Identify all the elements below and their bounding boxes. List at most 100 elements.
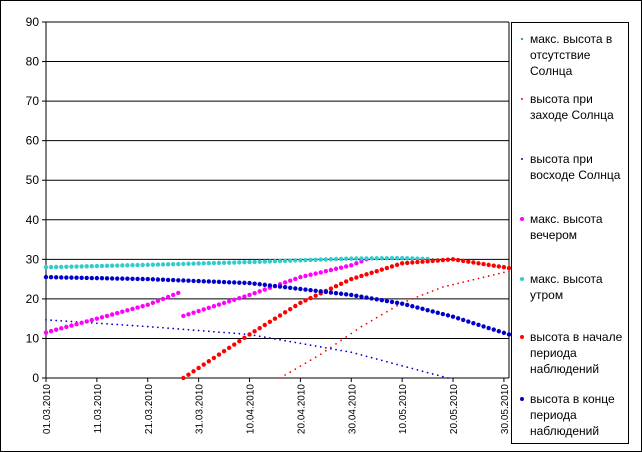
data-point xyxy=(252,259,257,265)
data-point xyxy=(506,332,512,337)
data-point xyxy=(282,280,288,285)
data-point xyxy=(226,299,232,304)
data-point xyxy=(445,257,451,262)
data-point xyxy=(421,370,424,373)
data-point xyxy=(369,256,374,261)
data-point xyxy=(415,256,420,261)
data-point xyxy=(455,316,461,321)
data-point xyxy=(64,264,69,269)
data-point xyxy=(120,309,125,314)
y-tick-label: 50 xyxy=(26,173,40,187)
data-point xyxy=(349,292,354,298)
data-point xyxy=(313,288,318,293)
data-point xyxy=(359,273,364,279)
data-point xyxy=(375,316,378,319)
data-point xyxy=(314,356,317,359)
data-point xyxy=(79,320,84,326)
data-point xyxy=(452,283,454,286)
data-point xyxy=(385,310,388,313)
x-tick-label: 20.05.2010 xyxy=(449,384,460,434)
data-point xyxy=(455,257,461,263)
data-point xyxy=(410,304,415,309)
y-tick-label: 70 xyxy=(26,94,40,108)
data-point xyxy=(411,297,414,300)
data-point xyxy=(176,261,181,267)
data-point xyxy=(53,275,59,280)
data-point xyxy=(197,329,200,332)
data-point xyxy=(243,333,246,335)
data-point xyxy=(299,342,302,345)
data-point xyxy=(405,260,410,266)
data-point xyxy=(379,267,384,272)
data-point xyxy=(289,340,292,343)
data-point xyxy=(211,260,217,266)
data-point xyxy=(109,263,115,268)
data-point xyxy=(309,344,312,347)
data-point xyxy=(450,314,456,319)
data-point xyxy=(242,280,247,286)
data-point xyxy=(486,325,491,331)
data-point xyxy=(394,262,400,268)
data-point xyxy=(345,336,348,338)
data-point xyxy=(135,262,140,268)
gridlines xyxy=(46,21,509,379)
data-point xyxy=(151,326,154,328)
data-point xyxy=(211,304,217,309)
data-point xyxy=(232,297,237,302)
series-2 xyxy=(45,318,449,379)
data-point xyxy=(391,362,393,365)
data-point xyxy=(501,265,507,270)
data-point xyxy=(420,259,425,264)
data-point xyxy=(318,257,323,262)
data-point xyxy=(319,346,322,348)
data-point xyxy=(150,262,156,267)
data-point xyxy=(211,355,217,361)
series-6 xyxy=(43,274,512,337)
legend-marker xyxy=(520,397,524,401)
data-point xyxy=(340,339,342,342)
data-point xyxy=(74,322,79,327)
data-point xyxy=(206,279,212,284)
data-point xyxy=(140,304,145,309)
data-point xyxy=(355,329,358,331)
data-point xyxy=(267,283,273,288)
data-point xyxy=(333,290,339,296)
data-point xyxy=(201,261,206,266)
data-point xyxy=(430,258,435,264)
data-point xyxy=(416,368,419,371)
x-tick-label: 21.03.2010 xyxy=(144,384,155,434)
data-point xyxy=(201,279,206,284)
data-point xyxy=(90,321,93,324)
x-tick-label: 10.05.2010 xyxy=(398,384,409,434)
data-point xyxy=(435,310,440,315)
data-point xyxy=(181,261,186,267)
data-point xyxy=(258,335,261,338)
data-point xyxy=(140,276,145,282)
data-point xyxy=(167,327,170,330)
data-point xyxy=(457,282,460,285)
data-point xyxy=(109,312,115,317)
data-point xyxy=(303,287,308,292)
data-point xyxy=(141,325,144,328)
data-point xyxy=(425,307,430,313)
data-point xyxy=(145,276,150,282)
data-point xyxy=(252,329,257,334)
data-point xyxy=(410,256,415,261)
data-point xyxy=(360,354,363,356)
data-point xyxy=(95,322,98,325)
data-point xyxy=(267,259,273,264)
data-point xyxy=(216,302,222,307)
data-point xyxy=(364,256,369,261)
data-point xyxy=(165,294,171,300)
x-tick-label: 01.03.2010 xyxy=(42,384,53,434)
data-point xyxy=(257,325,262,331)
data-point xyxy=(277,313,283,318)
data-point xyxy=(491,327,496,332)
data-point xyxy=(308,272,313,277)
legend-label: макс. высота утром xyxy=(530,272,603,302)
data-point xyxy=(313,257,318,262)
data-point xyxy=(354,256,359,261)
data-point xyxy=(274,338,276,340)
data-point xyxy=(425,259,430,264)
